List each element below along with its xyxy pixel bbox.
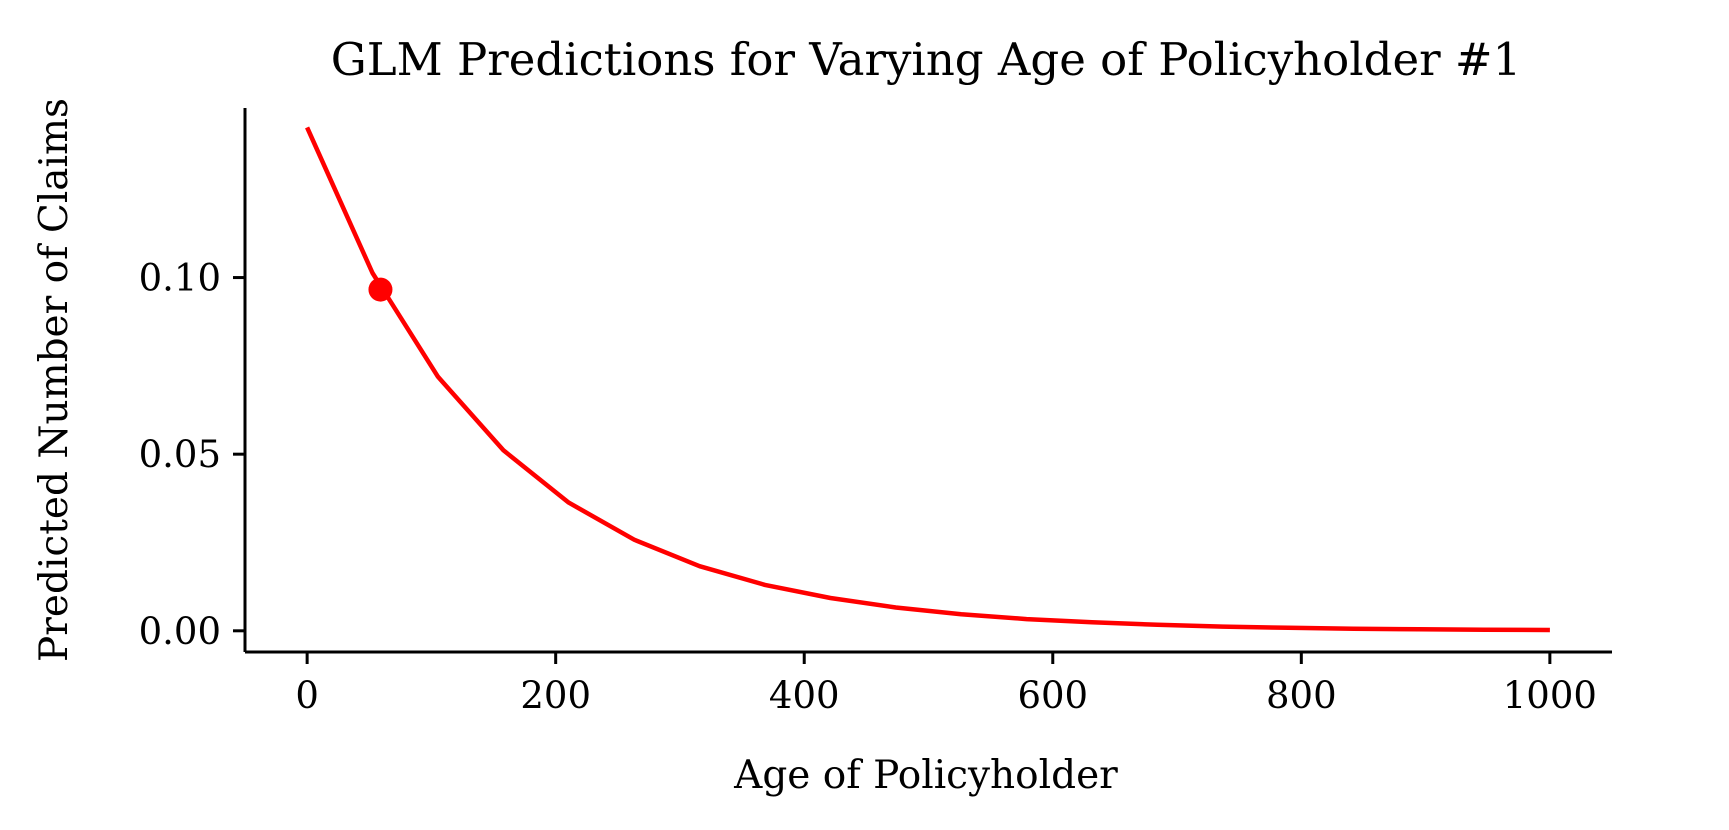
plot-area xyxy=(305,126,1550,633)
x-tick-label: 800 xyxy=(1266,674,1337,717)
y-axis-label: Predicted Number of Claims xyxy=(32,98,77,662)
x-tick-label: 1000 xyxy=(1503,674,1597,717)
y-tick-label: 0.00 xyxy=(139,610,221,653)
series-line xyxy=(305,126,1550,633)
x-tick-label: 0 xyxy=(295,674,319,717)
y-tick-label: 0.05 xyxy=(139,433,221,476)
y-tick-label: 0.10 xyxy=(139,257,221,300)
ticks: 0 200 400 600 800 1000 0.00 0.05 0.10 xyxy=(139,257,1597,717)
highlight-point xyxy=(368,277,393,302)
x-axis-label: Age of Policyholder xyxy=(733,753,1118,798)
axes xyxy=(243,108,1612,654)
x-tick-label: 400 xyxy=(769,674,840,717)
chart-title: GLM Predictions for Varying Age of Polic… xyxy=(331,33,1521,86)
x-tick-label: 200 xyxy=(520,674,591,717)
x-tick-label: 600 xyxy=(1017,674,1088,717)
